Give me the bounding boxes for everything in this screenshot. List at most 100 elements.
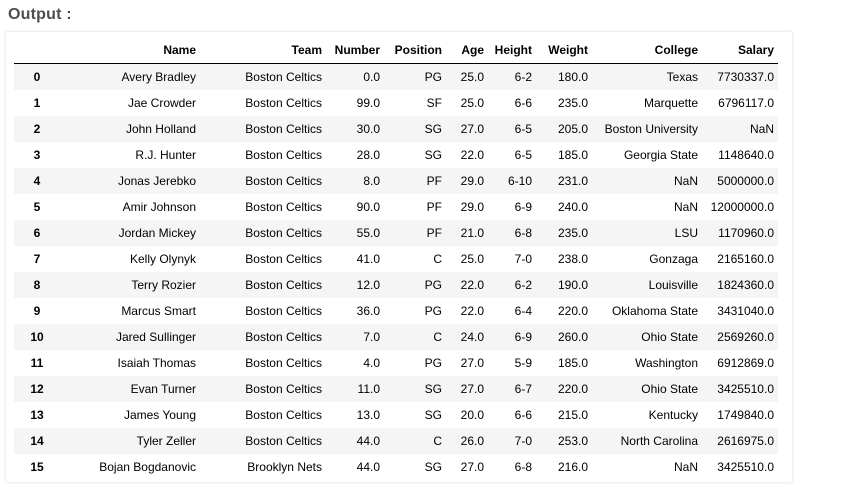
cell-college: Ohio State	[641, 382, 698, 396]
cell-college: Washington	[635, 356, 698, 370]
cell-team: Boston Celtics	[245, 200, 322, 214]
cell-height: 6-5	[514, 122, 532, 136]
cell-position: PG	[424, 304, 442, 318]
table-row: 4 Jonas Jerebko Boston Celtics 8.0 PF 29.0 6-1…	[14, 168, 778, 194]
cell-weight: 260.0	[557, 330, 588, 344]
cell-number: 11.0	[357, 382, 380, 396]
cell-salary: 1170960.0	[718, 226, 774, 240]
dataframe-table: Name Team Number Position Age Height Wei…	[14, 38, 778, 480]
cell-weight: 235.0	[557, 226, 588, 240]
cell-age: 27.0	[460, 356, 484, 370]
cell-name: R.J. Hunter	[135, 148, 196, 162]
table-row: 1 Jae Crowder Boston Celtics 99.0 SF 25.0 6-6 2…	[14, 90, 778, 116]
cell-position: SG	[424, 148, 442, 162]
row-index: 12	[30, 382, 44, 396]
cell-age: 21.0	[460, 226, 484, 240]
cell-weight: 220.0	[557, 382, 588, 396]
cell-salary: 6912869.0	[717, 356, 774, 370]
cell-number: 28.0	[356, 148, 380, 162]
cell-weight: 235.0	[557, 96, 588, 110]
cell-college: Oklahoma State	[611, 304, 698, 318]
cell-name: Terry Rozier	[131, 278, 196, 292]
cell-height: 6-2	[514, 278, 532, 292]
table-row: 9 Marcus Smart Boston Celtics 36.0 PG 22.0 6-4…	[14, 298, 778, 324]
cell-weight: 220.0	[557, 304, 588, 318]
cell-name: Jonas Jerebko	[117, 174, 196, 188]
cell-team: Boston Celtics	[245, 330, 322, 344]
cell-name: Bojan Bogdanovic	[99, 460, 196, 474]
cell-position: PF	[426, 200, 442, 214]
cell-salary: 1749840.0	[717, 408, 774, 422]
table-body: 0 Avery Bradley Boston Celtics 0.0 PG 25.0 6-2…	[14, 63, 778, 480]
row-index: 10	[30, 330, 44, 344]
cell-age: 29.0	[460, 174, 484, 188]
cell-weight: 216.0	[557, 460, 588, 474]
row-index: 15	[30, 460, 44, 474]
column-header-salary: Salary	[702, 38, 778, 64]
cell-number: 55.0	[356, 226, 380, 240]
row-index: 0	[33, 70, 41, 84]
table-row: 14 Tyler Zeller Boston Celtics 44.0 C 26.0 7-0…	[14, 428, 778, 454]
cell-number: 13.0	[356, 408, 380, 422]
cell-team: Boston Celtics	[245, 408, 322, 422]
table-row: 10 Jared Sullinger Boston Celtics 7.0 C 24.0 6…	[14, 324, 778, 350]
cell-salary: 2616975.0	[717, 434, 774, 448]
cell-height: 6-9	[514, 330, 532, 344]
column-header-position: Position	[384, 38, 446, 64]
cell-weight: 253.0	[557, 434, 588, 448]
row-index: 9	[33, 304, 41, 318]
cell-team: Boston Celtics	[245, 122, 322, 136]
cell-team: Boston Celtics	[245, 96, 322, 110]
cell-college: Boston University	[604, 122, 698, 136]
cell-college: North Carolina	[620, 434, 698, 448]
cell-age: 24.0	[460, 330, 484, 344]
cell-age: 27.0	[460, 382, 484, 396]
cell-college: Georgia State	[623, 148, 698, 162]
cell-college: NaN	[673, 200, 698, 214]
column-header-height: Height	[488, 38, 536, 64]
row-index: 5	[33, 200, 41, 214]
cell-weight: 231.0	[557, 174, 588, 188]
row-index: 14	[30, 434, 44, 448]
row-index: 6	[33, 226, 41, 240]
cell-salary: 1824360.0	[717, 278, 774, 292]
cell-salary: 6796117.0	[718, 96, 774, 110]
cell-height: 5-9	[514, 356, 532, 370]
output-label: Output :	[8, 6, 72, 23]
cell-height: 7-0	[514, 252, 532, 266]
cell-salary: 12000000.0	[710, 200, 774, 214]
cell-height: 6-6	[514, 96, 532, 110]
cell-age: 25.0	[460, 252, 484, 266]
cell-weight: 185.0	[557, 356, 588, 370]
table-row: 7 Kelly Olynyk Boston Celtics 41.0 C 25.0 7-0 2…	[14, 246, 778, 272]
cell-college: Louisville	[648, 278, 698, 292]
column-header-college: College	[592, 38, 702, 64]
row-index: 8	[33, 278, 41, 292]
cell-college: Gonzaga	[649, 252, 698, 266]
cell-name: Kelly Olynyk	[129, 252, 196, 266]
cell-salary: 1148640.0	[718, 148, 774, 162]
cell-team: Boston Celtics	[245, 304, 322, 318]
cell-team: Boston Celtics	[245, 174, 322, 188]
cell-number: 36.0	[356, 304, 380, 318]
cell-weight: 190.0	[557, 278, 588, 292]
table-row: 3 R.J. Hunter Boston Celtics 28.0 SG 22.0 6-5 1…	[14, 142, 778, 168]
cell-salary: 3425510.0	[717, 382, 774, 396]
cell-salary: 7730337.0	[717, 70, 774, 84]
cell-age: 26.0	[460, 434, 484, 448]
row-index: 11	[30, 356, 44, 370]
cell-number: 0.0	[363, 70, 380, 84]
cell-college: LSU	[674, 226, 698, 240]
row-index: 2	[33, 122, 41, 136]
cell-team: Boston Celtics	[245, 70, 322, 84]
table-row: 13 James Young Boston Celtics 13.0 SG 20.0 6-6…	[14, 402, 778, 428]
cell-name: Avery Bradley	[121, 70, 196, 84]
cell-college: Marquette	[643, 96, 698, 110]
cell-number: 8.0	[363, 174, 380, 188]
cell-height: 6-7	[514, 382, 532, 396]
cell-name: Marcus Smart	[121, 304, 196, 318]
cell-team: Boston Celtics	[245, 252, 322, 266]
cell-height: 6-6	[514, 408, 532, 422]
cell-position: PG	[424, 278, 442, 292]
cell-name: Amir Johnson	[122, 200, 196, 214]
